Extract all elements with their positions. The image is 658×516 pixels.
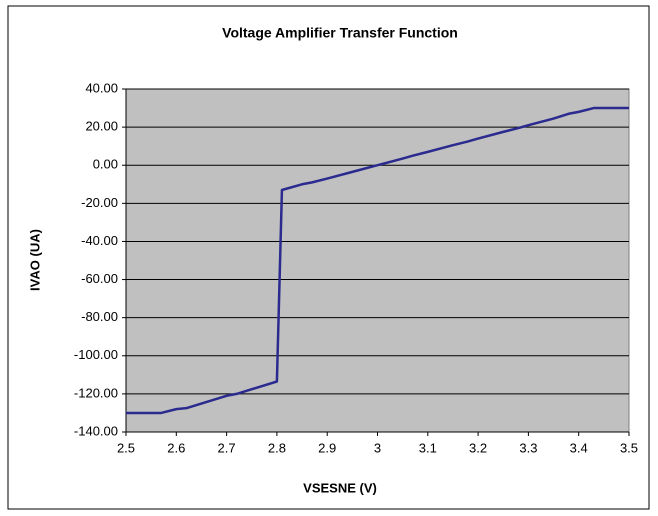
y-tick-label: -60.00 [81, 271, 118, 286]
y-tick-label: -20.00 [81, 195, 118, 210]
y-tick-label: 0.00 [93, 157, 118, 172]
x-tick-label: 3 [374, 440, 381, 455]
y-tick-label: 40.00 [85, 80, 118, 95]
x-tick-label: 3.5 [620, 440, 638, 455]
chart-title: Voltage Amplifier Transfer Function [222, 25, 458, 41]
y-tick-label: -80.00 [81, 309, 118, 324]
x-tick-label: 3.1 [419, 440, 437, 455]
y-axis-title: IVAO (UA) [27, 229, 42, 291]
x-tick-label: 2.5 [117, 440, 135, 455]
x-axis-title: VSESNE (V) [303, 480, 377, 495]
y-tick-label: -100.00 [74, 347, 118, 362]
x-tick-label: 3.4 [570, 440, 588, 455]
y-tick-label: -140.00 [74, 423, 118, 438]
y-tick-label: -40.00 [81, 233, 118, 248]
x-tick-label: 3.2 [469, 440, 487, 455]
x-tick-label: 2.6 [167, 440, 185, 455]
x-tick-label: 2.9 [318, 440, 336, 455]
x-tick-label: 2.7 [218, 440, 236, 455]
plot-area [125, 88, 630, 433]
data-line [126, 106, 629, 415]
x-tick-label: 3.3 [519, 440, 537, 455]
y-tick-label: 20.00 [85, 119, 118, 134]
y-tick-label: -120.00 [74, 385, 118, 400]
x-tick-label: 2.8 [268, 440, 286, 455]
